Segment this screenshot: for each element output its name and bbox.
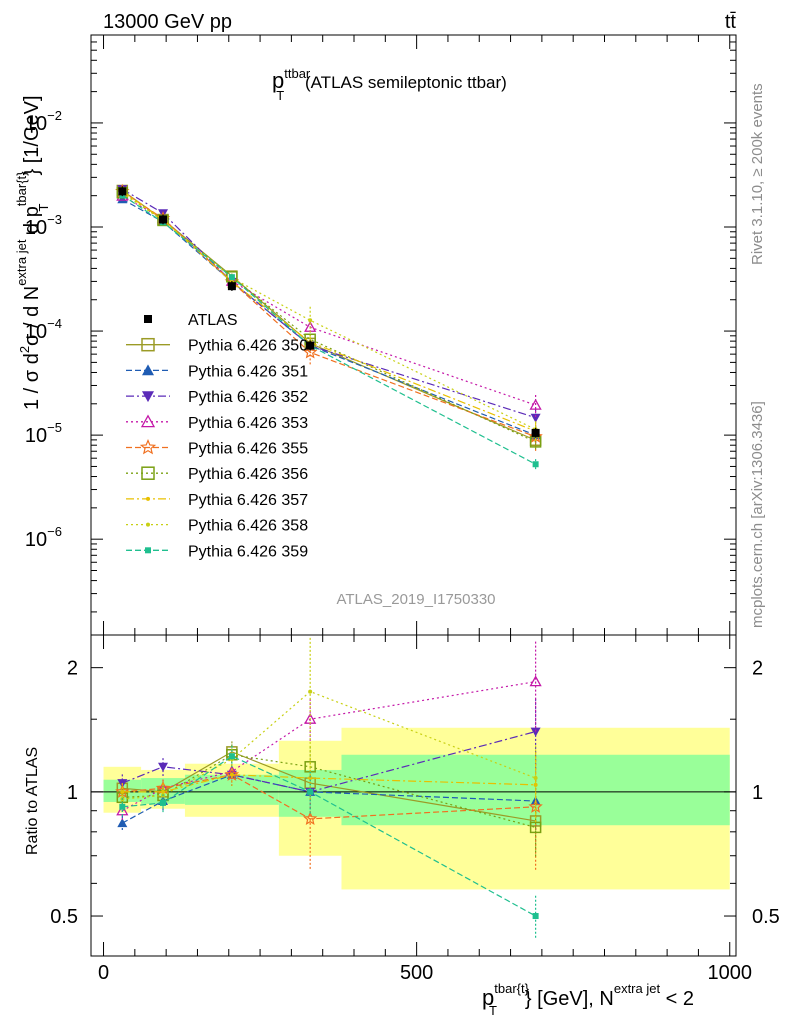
main-y-tick-exp: −4 bbox=[47, 316, 62, 331]
legend-series-352-label: Pythia 6.426 352 bbox=[188, 389, 308, 406]
y-title-sub-t: T bbox=[36, 203, 51, 211]
atlas-point bbox=[159, 216, 167, 224]
header-left-label: 13000 GeV pp bbox=[103, 11, 232, 33]
legend-series-355-marker bbox=[141, 441, 154, 454]
x-tick-label: 500 bbox=[400, 962, 433, 984]
main-y-tick-label: 10−5 bbox=[25, 420, 62, 447]
series-357-ratio-point bbox=[230, 773, 234, 777]
legend-series-358-marker bbox=[146, 523, 150, 527]
series-356-line bbox=[122, 193, 535, 442]
y-title-sup2: 2 bbox=[17, 346, 32, 353]
series-359-ratio-point bbox=[229, 753, 235, 759]
main-panel-series bbox=[117, 185, 542, 470]
series-352-line bbox=[122, 189, 535, 418]
ratio-y-tick-label-right: 2 bbox=[752, 658, 763, 680]
series-359-point bbox=[533, 461, 539, 467]
series-350-line bbox=[122, 190, 535, 440]
series-358-ratio-point bbox=[308, 690, 312, 694]
legend-series-356-label: Pythia 6.426 356 bbox=[188, 466, 308, 483]
rivet-version-label: Rivet 3.1.10, ≥ 200k events bbox=[749, 83, 766, 265]
series-358-point bbox=[308, 318, 312, 322]
legend-series-350-label: Pythia 6.426 350 bbox=[188, 338, 308, 355]
x-title-sub: T bbox=[489, 1003, 497, 1018]
main-y-tick-exp: −3 bbox=[47, 212, 62, 227]
series-358-ratio-point bbox=[534, 776, 538, 780]
plot-title-rest: (ATLAS semileptonic ttbar) bbox=[300, 73, 507, 92]
legend-series-351-marker bbox=[142, 364, 154, 375]
header-right-label: tt̄ bbox=[725, 11, 737, 33]
legend-series-358-label: Pythia 6.426 358 bbox=[188, 518, 308, 535]
series-359-ratio-point bbox=[119, 804, 125, 810]
x-tick-label: 0 bbox=[98, 962, 109, 984]
analysis-label: ATLAS_2019_I1750330 bbox=[336, 591, 495, 608]
x-title-sup2: extra jet bbox=[614, 981, 661, 996]
legend-series-359-label: Pythia 6.426 359 bbox=[188, 543, 308, 560]
legend-atlas-marker bbox=[144, 315, 152, 323]
atlas-point bbox=[532, 429, 540, 437]
series-359-point bbox=[229, 274, 235, 280]
x-title-end: < 2 bbox=[660, 988, 694, 1010]
main-y-tick-exp: −6 bbox=[47, 524, 62, 539]
ratio-y-tick-label: 2 bbox=[67, 658, 78, 680]
y-title-unit: } [1/GeV] bbox=[21, 95, 43, 175]
legend-series-351-label: Pythia 6.426 351 bbox=[188, 363, 308, 380]
y-title-mid: σ / d N bbox=[21, 286, 43, 346]
ratio-y-tick-label: 1 bbox=[67, 782, 78, 804]
series-359-ratio-point bbox=[307, 789, 313, 795]
legend: ATLAS Pythia 6.426 350 Pythia 6.426 351 Pyt… bbox=[126, 312, 308, 560]
ratio-y-axis-title: Ratio to ATLAS bbox=[24, 747, 41, 855]
ratio-y-tick-label-right: 0.5 bbox=[752, 906, 780, 928]
series-359-ratio-point bbox=[160, 800, 166, 806]
ratio-y-tick-label-right: 1 bbox=[752, 782, 763, 804]
mcplots-label: mcplots.cern.ch [arXiv:1306.3436] bbox=[749, 401, 766, 628]
y-title-sup-extra: extra jet bbox=[14, 239, 29, 286]
atlas-point bbox=[228, 282, 236, 290]
series-358-line bbox=[122, 193, 535, 429]
series-357-line bbox=[122, 191, 535, 431]
main-y-tick-label: 10−6 bbox=[25, 524, 62, 551]
legend-series-357-marker bbox=[146, 497, 150, 501]
plot-title-sub: T bbox=[276, 88, 284, 103]
atlas-point bbox=[118, 187, 126, 195]
ratio-y-tick-label: 0.5 bbox=[50, 906, 78, 928]
y-title-prefix: 1 / σ d bbox=[21, 353, 43, 410]
plot-canvas: 13000 GeV pp tt̄ 10−610−510−410−310−20 50… bbox=[0, 0, 786, 1024]
main-y-tick-exp: −2 bbox=[47, 108, 62, 123]
legend-series-355-label: Pythia 6.426 355 bbox=[188, 441, 308, 458]
x-tick-label: 1000 bbox=[707, 962, 752, 984]
series-359-ratio-point bbox=[533, 913, 539, 919]
legend-series-353-label: Pythia 6.426 353 bbox=[188, 415, 308, 432]
series-353-line bbox=[122, 196, 535, 405]
x-title-unit: } [GeV], N bbox=[525, 988, 614, 1010]
main-y-axis-title: 1 / σ d2σ / d Nextra jet d ptbar{t} T} [1… bbox=[14, 95, 51, 410]
x-axis-title: ptbar{t} T} [GeV], Nextra jet < 2 bbox=[482, 981, 694, 1018]
legend-series-357-label: Pythia 6.426 357 bbox=[188, 492, 308, 509]
legend-atlas-label: ATLAS bbox=[188, 312, 238, 329]
series-351-line bbox=[122, 199, 535, 435]
ratio-uncertainty-bands bbox=[91, 728, 736, 890]
series-355-line bbox=[122, 191, 535, 436]
legend-series-359-marker bbox=[145, 547, 151, 553]
plot-title: pttbar T (ATLAS semileptonic ttbar) bbox=[272, 66, 507, 103]
series-359-line bbox=[122, 195, 535, 464]
main-y-tick-exp: −5 bbox=[47, 420, 62, 435]
